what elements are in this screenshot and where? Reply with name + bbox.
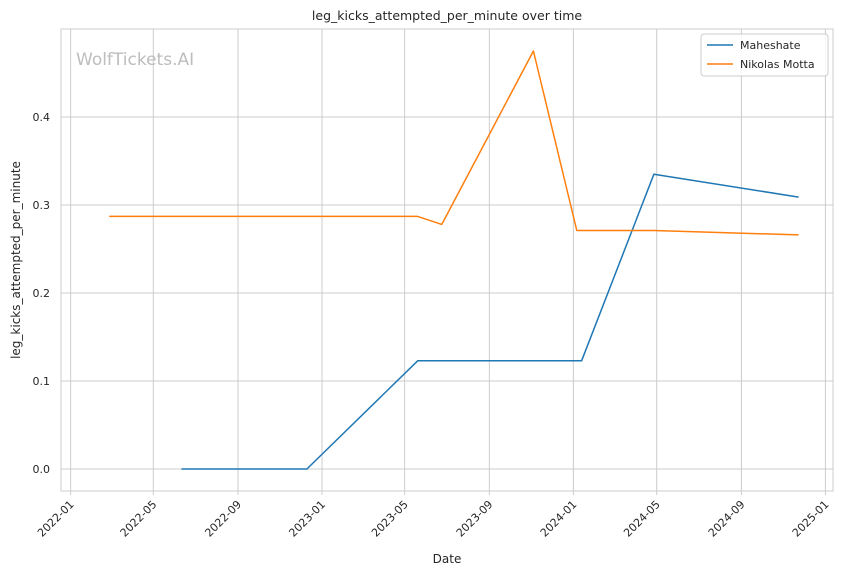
- y-tick-label: 0.2: [33, 287, 51, 300]
- x-tick-label: 2024-09: [706, 498, 748, 540]
- plot-frame: [60, 28, 834, 492]
- series-line-maheshate: [181, 173, 799, 470]
- x-tick-label: 2025-01: [790, 498, 832, 540]
- x-tick-label: 2022-01: [35, 498, 77, 540]
- x-tick-label: 2023-05: [369, 498, 411, 540]
- x-tick-label: 2023-01: [286, 498, 328, 540]
- y-tick-label: 0.1: [33, 375, 51, 388]
- y-axis-label: leg_kicks_attempted_per_minute: [9, 161, 23, 359]
- legend: Maheshate Nikolas Motta: [700, 33, 829, 77]
- x-tick-label: 2023-09: [454, 498, 496, 540]
- y-tick-label: 0.3: [33, 199, 51, 212]
- series-line-nikolas-motta: [109, 50, 799, 236]
- x-axis-label: Date: [433, 552, 462, 566]
- x-tick-label: 2024-05: [621, 498, 663, 540]
- chart-title: leg_kicks_attempted_per_minute over time: [312, 8, 582, 23]
- x-tick-label: 2022-05: [118, 498, 160, 540]
- legend-label-maheshate: Maheshate: [740, 39, 801, 52]
- x-tick-label: 2022-09: [202, 498, 244, 540]
- y-tick-label: 0.4: [33, 111, 51, 124]
- x-tick-label: 2024-01: [538, 498, 580, 540]
- grid-lines: [61, 29, 833, 491]
- legend-label-nikolas-motta: Nikolas Motta: [740, 58, 815, 71]
- series-lines: [109, 50, 799, 470]
- y-tick-label: 0.0: [33, 463, 51, 476]
- axis-ticks: 0.0 0.1 0.2 0.3 0.4 2022-01 2022-05 2022-09 2023…: [33, 111, 832, 540]
- watermark: WolfTickets.AI: [76, 50, 194, 70]
